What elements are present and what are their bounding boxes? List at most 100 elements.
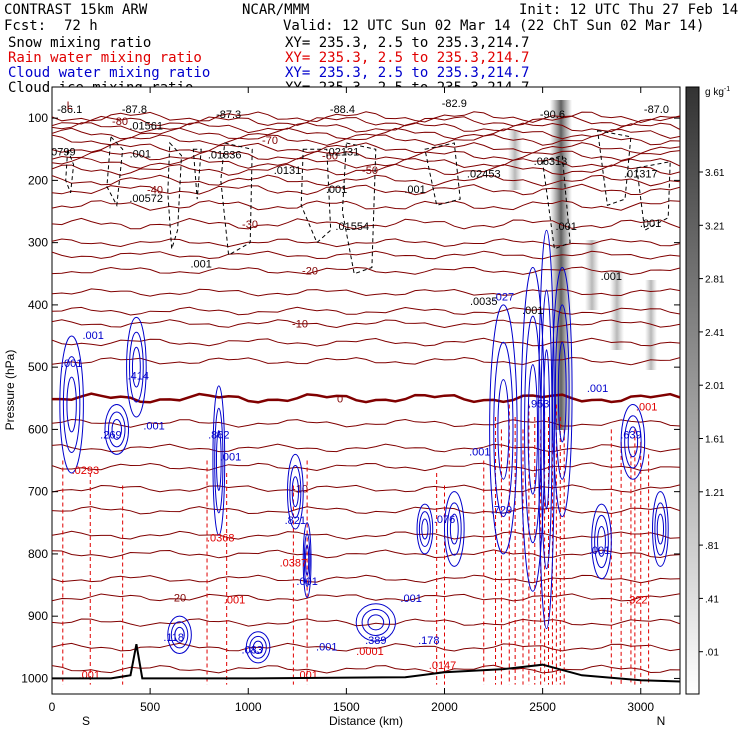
contour-value-label: .0001	[356, 646, 384, 658]
temperature-contour	[52, 174, 680, 187]
temperature-contour	[52, 149, 680, 162]
model-title: CONTRAST 15km ARW	[4, 2, 148, 18]
contour-value-label: .01554	[335, 221, 369, 233]
cloud-ice-contour	[300, 148, 332, 244]
contour-value-label: .001	[601, 271, 622, 283]
contour-value-label: -90.6	[540, 109, 565, 121]
x-axis-title: Distance (km)	[329, 714, 403, 728]
contour-value-label: -87.0	[644, 104, 669, 116]
y-axis-tick-label: 600	[28, 422, 48, 436]
y-axis-tick-label: 300	[28, 236, 48, 250]
contour-value-label: .001	[400, 593, 421, 605]
contour-value-label: .389	[365, 635, 386, 647]
cloud-water-contour	[66, 376, 77, 433]
contour-value-label: .001	[296, 669, 317, 681]
cloud-water-contour	[446, 502, 462, 556]
cloud-water-contour	[111, 418, 122, 440]
cloud-water-contour	[252, 640, 264, 655]
temperature-contour	[52, 142, 680, 154]
temperature-contour	[52, 574, 680, 584]
snow-shade-column	[585, 240, 599, 310]
legend-cloud-water-xy: XY= 235.3, 2.5 to 235.3,214.7	[285, 65, 529, 81]
center-label: NCAR/MMM	[242, 2, 309, 18]
temperature-contour	[52, 356, 680, 366]
contour-value-label: .862	[208, 430, 229, 442]
contour-value-label: .02131	[326, 146, 360, 158]
cloud-water-contour	[59, 335, 84, 474]
temperature-contour	[52, 156, 680, 169]
temperature-contour	[52, 115, 680, 127]
contour-value-label: .02453	[467, 168, 501, 180]
contour-value-label: .639	[620, 430, 641, 442]
temperature-contour	[52, 664, 680, 674]
temperature-contour	[52, 642, 680, 652]
cloud-water-contour	[62, 356, 81, 453]
cloud-ice-contour	[542, 154, 571, 250]
x-axis-tick-label: 1500	[333, 700, 360, 714]
temperature-contour	[52, 122, 680, 134]
cloud-water-contour	[421, 518, 429, 540]
temperature-contour	[52, 319, 680, 329]
x-axis-tick-label: 1000	[235, 700, 262, 714]
contour-value-label: .001	[469, 447, 490, 459]
y-axis-tick-label: 200	[28, 173, 48, 187]
cloud-water-contour	[302, 522, 312, 599]
cloud-ice-contour	[167, 141, 183, 250]
y-axis-tick-label: 400	[28, 298, 48, 312]
contour-value-label: .001	[296, 576, 317, 588]
contour-value-label: .322	[626, 595, 647, 607]
cloud-water-contour	[493, 341, 514, 518]
colorbar-tick-label: 1.61	[705, 435, 725, 446]
temperature-contour	[52, 418, 680, 428]
valid-time: Valid: 12 UTC Sun 02 Mar 14 (22 ChT Sun …	[283, 18, 704, 34]
contour-value-label: .0035	[470, 296, 498, 308]
colorbar-unit: g kg-1	[705, 86, 730, 98]
contour-value-label: .821	[285, 515, 306, 527]
colorbar-tick-label: 3.21	[705, 221, 725, 232]
cloud-water-contour	[249, 635, 267, 659]
freezing-level-contour	[52, 392, 680, 404]
contour-value-label: .001	[522, 305, 543, 317]
cloud-water-contour	[597, 526, 606, 557]
forecast-label: Fcst:	[4, 18, 46, 34]
temperature-contour	[52, 618, 680, 627]
y-axis-tick-label: 500	[28, 360, 48, 374]
temperature-contour-label: -70	[262, 135, 278, 147]
temperature-contour	[52, 217, 680, 230]
x-axis-tick-label: 0	[49, 700, 56, 714]
contour-value-label: .00572	[129, 193, 163, 205]
temperature-contour-label: -10	[292, 319, 308, 331]
temperature-contour	[52, 127, 680, 140]
temperature-contour	[52, 337, 680, 347]
temperature-contour	[52, 593, 680, 602]
cloud-water-contour	[126, 316, 147, 418]
cloud-water-contour	[355, 603, 396, 642]
contour-value-label: .001	[220, 452, 241, 464]
contour-value-label: -86.1	[57, 104, 82, 116]
colorbar-tick-label: .01	[705, 648, 719, 659]
legend-snow-xy: XY= 235.3, 2.5 to 235.3,214.7	[285, 35, 529, 51]
contour-value-label: .01317	[624, 168, 658, 180]
terrain-line	[52, 644, 681, 683]
temperature-contour	[52, 250, 680, 260]
contour-value-label: -87.3	[216, 109, 241, 121]
cloud-water-contour	[654, 502, 667, 556]
contour-value-label: .001	[555, 221, 576, 233]
contour-value-label: .001	[130, 148, 151, 160]
x-axis-tick-label: 500	[140, 700, 160, 714]
cloud-water-contour	[104, 404, 130, 455]
cloud-water-contour	[416, 503, 434, 555]
cloud-water-contour	[214, 407, 224, 514]
cloud-water-contour	[287, 453, 304, 530]
cloud-water-contour	[656, 513, 665, 545]
temperature-contour	[52, 443, 680, 453]
contour-value-label: .118	[163, 632, 184, 644]
temperature-contour-label: -30	[242, 219, 258, 231]
contour-value-label: .001	[636, 402, 657, 414]
cloud-ice-contour	[597, 129, 632, 206]
contour-value-label: .01836	[208, 150, 242, 162]
cloud-ice-contour	[106, 135, 124, 207]
contour-value-label: .06313	[534, 156, 568, 168]
contour-value-label: .953	[528, 399, 549, 411]
x-axis-tick-label: 2500	[529, 700, 556, 714]
